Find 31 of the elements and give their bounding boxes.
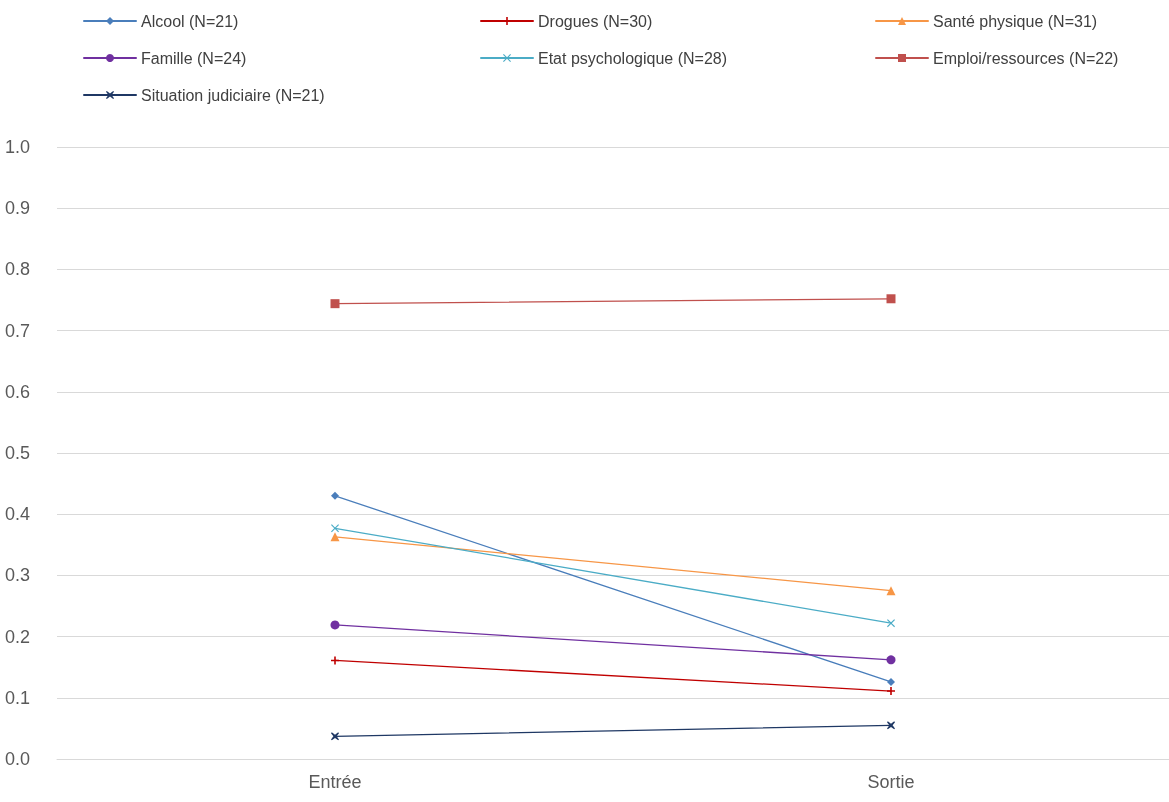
legend-label: Drogues (N=30)	[538, 12, 653, 30]
y-tick-label: 0.1	[5, 687, 31, 708]
y-tick-label: 0.7	[5, 320, 31, 341]
point	[887, 687, 895, 696]
point	[331, 524, 339, 533]
y-tick-label: 0.3	[5, 565, 31, 586]
point	[886, 294, 896, 304]
legend-label: Famille (N=24)	[141, 49, 247, 67]
x-tick-label: Sortie	[867, 772, 915, 792]
point	[887, 677, 895, 686]
y-tick-label: 0.9	[5, 198, 31, 219]
legend-label: Situation judiciaire (N=21)	[141, 86, 325, 104]
y-tick-label: 0.5	[5, 443, 31, 463]
y-tick-label: 0.4	[5, 504, 31, 525]
point	[331, 491, 339, 500]
point	[331, 732, 339, 741]
point	[887, 721, 895, 730]
y-tick-label: 0.6	[5, 381, 31, 402]
legend-label: Alcool (N=21)	[141, 12, 239, 30]
y-tick-label: 0.0	[5, 749, 31, 769]
point	[331, 656, 339, 665]
legend-label: Santé physique (N=31)	[933, 12, 1098, 30]
point	[330, 299, 340, 309]
y-tick-label: 0.8	[5, 259, 31, 280]
legend-label: Etat psychologique (N=28)	[538, 49, 727, 67]
point	[330, 620, 340, 630]
legend-label: Emploi/ressources (N=22)	[933, 49, 1119, 67]
point	[886, 655, 896, 665]
y-tick-label: 0.2	[5, 626, 31, 647]
x-tick-label: Entrée	[308, 772, 362, 792]
y-tick-label: 1.0	[5, 137, 31, 157]
